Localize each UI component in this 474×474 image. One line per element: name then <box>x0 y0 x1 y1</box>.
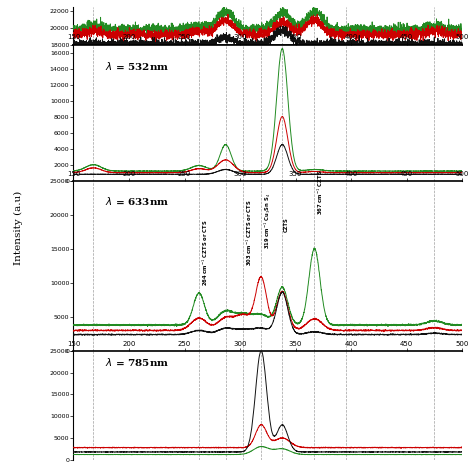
Text: 319 cm$^{-1}$ Cu$_3$Sn S$_4$: 319 cm$^{-1}$ Cu$_3$Sn S$_4$ <box>263 192 273 249</box>
Text: 367 cm$^{-1}$ CZTS: 367 cm$^{-1}$ CZTS <box>316 169 326 215</box>
Text: CZTS: CZTS <box>284 217 289 232</box>
Text: Intensity (a.u): Intensity (a.u) <box>14 191 23 264</box>
Text: 264 cm$^{-1}$ CZTS or CTS: 264 cm$^{-1}$ CZTS or CTS <box>201 220 210 286</box>
Text: $\lambda$ = 532nm: $\lambda$ = 532nm <box>105 60 169 72</box>
Text: $\lambda$ = 785nm: $\lambda$ = 785nm <box>105 356 169 368</box>
Text: $\lambda$ = 633nm: $\lambda$ = 633nm <box>105 194 169 207</box>
Text: 303 cm$^{-1}$ CZTS or CTS: 303 cm$^{-1}$ CZTS or CTS <box>245 199 255 266</box>
